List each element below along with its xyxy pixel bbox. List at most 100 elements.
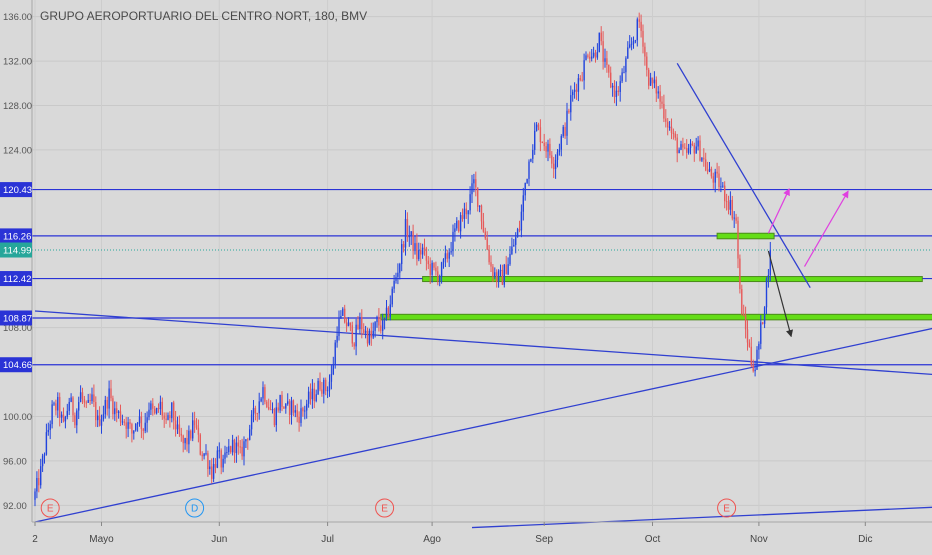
candle-body-162 xyxy=(342,308,344,316)
candle-body-145 xyxy=(309,391,312,400)
candle-body-154 xyxy=(326,390,329,392)
candle-body-228 xyxy=(467,210,469,215)
candle-body-64 xyxy=(155,407,158,414)
x-tick-label-4: Ago xyxy=(423,534,441,545)
candle-body-13 xyxy=(59,396,61,418)
candle-body-363 xyxy=(724,185,726,202)
trend-line-0 xyxy=(34,310,932,376)
candle-body-62 xyxy=(152,403,154,409)
price-level-badge-0 xyxy=(0,182,32,198)
candle-body-16 xyxy=(64,416,67,422)
candle-body-277 xyxy=(560,136,562,150)
candle-body-315 xyxy=(632,41,635,44)
candle-body-384 xyxy=(763,307,766,324)
candle-body-323 xyxy=(648,69,650,86)
candle-body-234 xyxy=(478,205,481,207)
candle-body-18 xyxy=(68,401,70,411)
candle-body-50 xyxy=(129,422,131,425)
candle-body-167 xyxy=(351,325,353,344)
candle-body-47 xyxy=(123,421,125,423)
candle-body-37 xyxy=(104,399,106,415)
candle-body-319 xyxy=(640,21,642,31)
candle-body-240 xyxy=(490,262,492,267)
candle-body-171 xyxy=(359,317,361,330)
candle-body-256 xyxy=(520,211,523,231)
candle-body-141 xyxy=(302,408,304,412)
candle-body-166 xyxy=(349,322,352,326)
candle-body-101 xyxy=(226,452,228,454)
candle-body-387 xyxy=(769,250,771,276)
candle-body-111 xyxy=(245,439,247,442)
candle-body-329 xyxy=(659,91,661,102)
candle-body-247 xyxy=(503,264,505,285)
candle-body-23 xyxy=(78,402,80,411)
candle-body-80 xyxy=(186,438,188,445)
candle-body-175 xyxy=(366,330,369,344)
candle-body-386 xyxy=(767,275,770,279)
candle-body-105 xyxy=(233,439,236,454)
candle-body-31 xyxy=(93,394,95,403)
candle-body-280 xyxy=(566,110,568,136)
candle-body-29 xyxy=(89,400,91,402)
candle-body-17 xyxy=(66,410,68,417)
candle-body-123 xyxy=(268,407,270,410)
candle-body-172 xyxy=(361,317,363,330)
candle-body-69 xyxy=(165,418,167,420)
candle-body-271 xyxy=(549,143,551,156)
candle-body-134 xyxy=(288,401,291,416)
candle-body-12 xyxy=(57,396,59,411)
candle-body-92 xyxy=(209,466,211,470)
candle-body-344 xyxy=(687,148,690,153)
candle-body-318 xyxy=(638,19,640,22)
candle-body-82 xyxy=(190,430,192,439)
support-zone-2 xyxy=(380,313,932,321)
candle-body-194 xyxy=(402,244,405,248)
chart-title: GRUPO AEROPORTUARIO DEL CENTRO NORT, 180… xyxy=(40,9,368,23)
candle-body-128 xyxy=(277,407,279,411)
candle-body-308 xyxy=(619,81,621,93)
candle-body-135 xyxy=(290,400,293,416)
candle-body-65 xyxy=(157,407,160,410)
candle-body-264 xyxy=(535,124,538,131)
candle-body-183 xyxy=(382,320,384,331)
candle-body-147 xyxy=(313,388,315,401)
candle-body-288 xyxy=(581,79,583,81)
candle-body-374 xyxy=(744,315,747,330)
candle-body-143 xyxy=(306,403,308,411)
candle-body-254 xyxy=(516,229,519,238)
price-level-badge-4 xyxy=(0,310,32,326)
candle-body-243 xyxy=(496,272,498,282)
candle-body-217 xyxy=(446,253,448,259)
candle-body-66 xyxy=(159,401,162,410)
candle-body-333 xyxy=(667,121,669,128)
candle-body-177 xyxy=(370,330,372,338)
candle-body-250 xyxy=(509,253,511,265)
candle-body-338 xyxy=(676,137,678,154)
candle-body-225 xyxy=(461,215,464,219)
candle-body-224 xyxy=(459,215,462,232)
candle-body-207 xyxy=(427,260,429,265)
price-level-badge-3 xyxy=(0,271,32,287)
candle-body-350 xyxy=(699,140,701,161)
candle-body-130 xyxy=(281,394,283,407)
candle-body-370 xyxy=(737,220,739,259)
trend-line-1 xyxy=(34,327,932,523)
candle-body-199 xyxy=(412,231,414,252)
candle-body-189 xyxy=(393,280,395,289)
candle-body-72 xyxy=(171,402,173,419)
candle-body-239 xyxy=(488,249,490,263)
candle-body-346 xyxy=(691,143,694,146)
candle-body-24 xyxy=(79,392,82,403)
event-marker-0 xyxy=(40,498,60,518)
support-zone-0 xyxy=(716,232,775,240)
candle-body-68 xyxy=(163,415,165,419)
x-tick-label-2: Jun xyxy=(211,534,227,545)
candle-body-354 xyxy=(706,170,709,172)
candle-body-204 xyxy=(421,247,424,255)
candle-body-187 xyxy=(389,304,391,317)
candle-body-142 xyxy=(304,410,306,412)
candle-body-202 xyxy=(418,249,420,260)
price-level-label-3: 112.42 xyxy=(3,274,31,285)
